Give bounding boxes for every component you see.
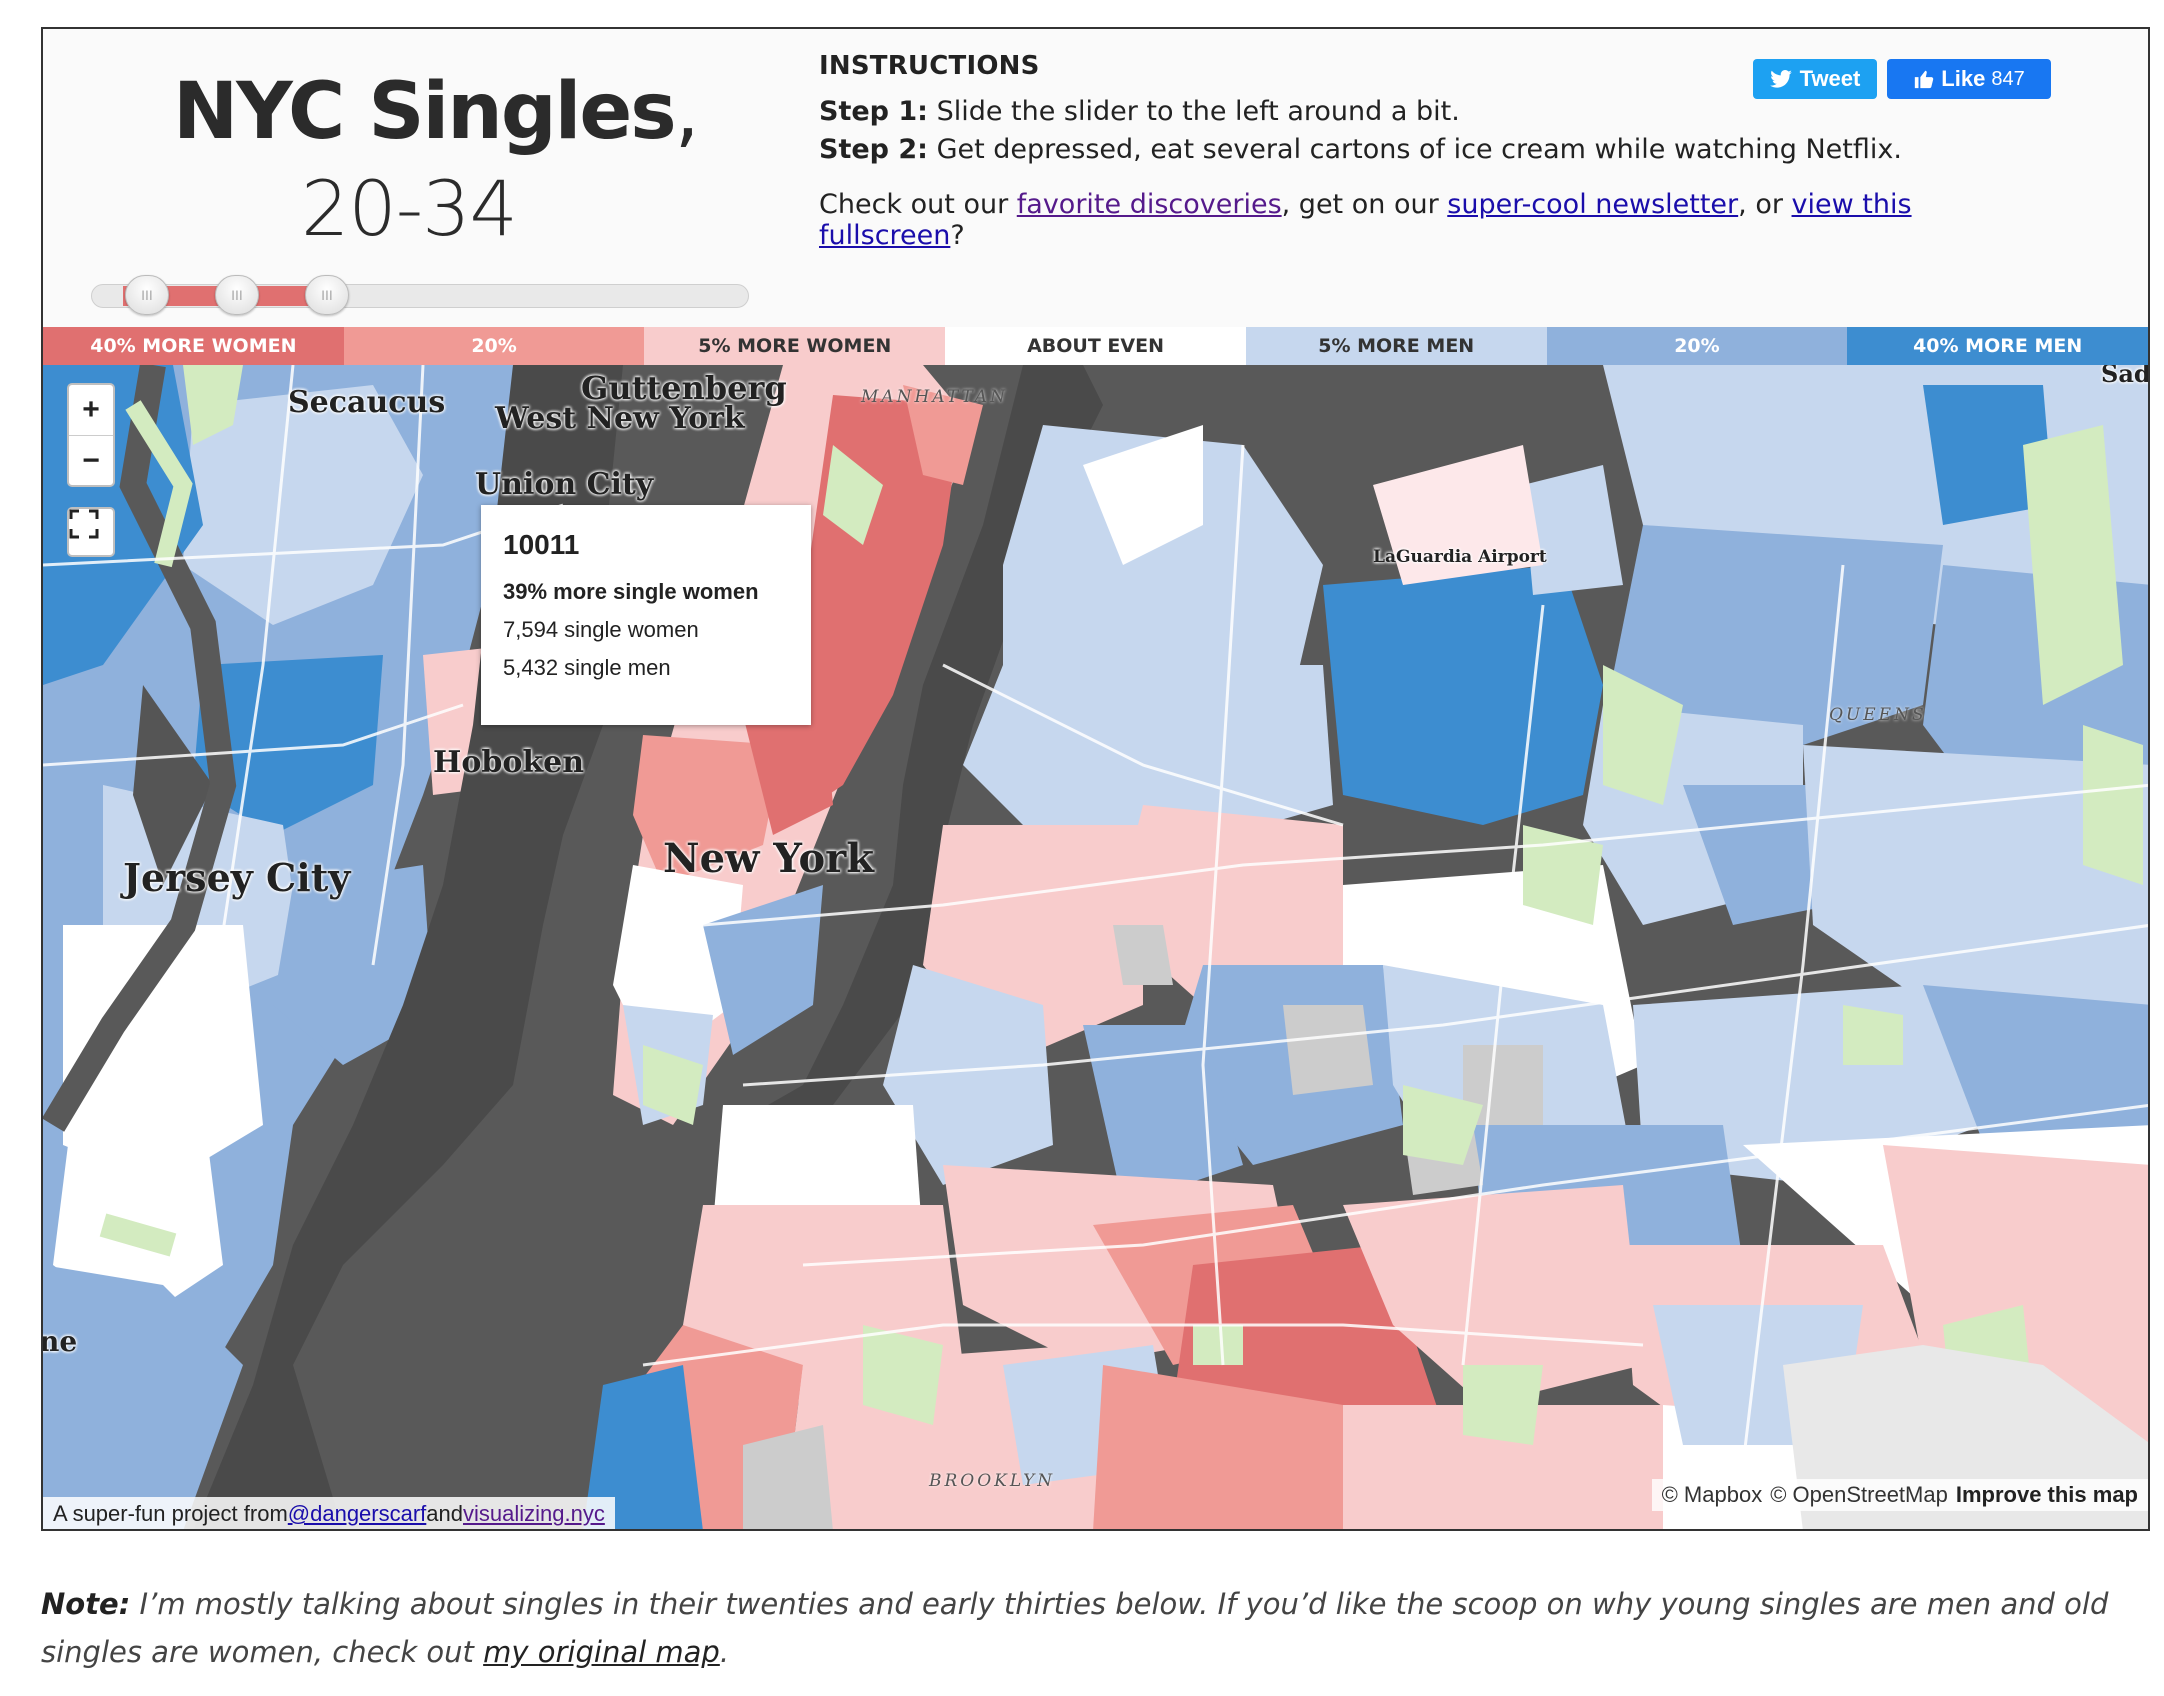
improve-map-link[interactable]: Improve this map — [1955, 1482, 2138, 1507]
note-text: I’m mostly talking about singles in thei… — [41, 1587, 2109, 1669]
osm-attribution-link[interactable]: © OpenStreetMap — [1770, 1482, 1948, 1507]
laguardia-airport — [1373, 445, 1543, 585]
label-brooklyn: BROOKLYN — [929, 1471, 1056, 1491]
twitter-bird-icon — [1769, 70, 1792, 88]
legend-item: ABOUT EVEN — [945, 327, 1246, 365]
label-queens: QUEENS — [1829, 705, 1927, 725]
zoom-out-button[interactable]: − — [82, 444, 100, 477]
label-secaucus: Secaucus — [288, 385, 446, 420]
label-manhattan: MANHATTAN — [861, 387, 1008, 407]
author-link[interactable]: @dangerscarf — [287, 1501, 427, 1526]
thumbs-up-icon — [1915, 70, 1934, 89]
like-count: 847 — [1991, 67, 2025, 90]
tweet-button[interactable]: Tweet — [1753, 59, 1877, 99]
newsletter-link[interactable]: super-cool newsletter — [1447, 189, 1739, 220]
roads — [43, 365, 2148, 1466]
label-bayonne-edge: ne — [43, 1325, 78, 1358]
note-label: Note: — [41, 1587, 131, 1621]
label-union-city: Union City — [475, 467, 654, 502]
zoom-in-button[interactable]: + — [69, 385, 113, 436]
legend-item: 5% MORE WOMEN — [644, 327, 946, 365]
legend-item: 40% MORE MEN — [1847, 327, 2148, 365]
tooltip-headline: 39% more single women — [503, 579, 759, 604]
label-saddle-brook: Saddl — [2101, 365, 2148, 388]
instructions-heading: INSTRUCTIONS — [819, 51, 1040, 81]
links-line: Check out our favorite discoveries, get … — [819, 189, 1912, 251]
label-laguardia-airport: LaGuardia Airport — [1373, 547, 1547, 567]
tooltip-men-count: 5,432 single men — [503, 655, 671, 680]
note-paragraph: Note: I’m mostly talking about singles i… — [41, 1587, 2109, 1669]
label-guttenberg: Guttenberg — [581, 369, 787, 407]
new-jersey-tracts — [43, 365, 563, 1529]
favorite-discoveries-link[interactable]: favorite discoveries — [1016, 189, 1282, 220]
label-new-york: New York — [663, 835, 874, 882]
zip-tooltip: 10011 39% more single women 7,594 single… — [481, 505, 811, 725]
page-title: NYC Singles, — [173, 67, 700, 157]
project-credit: A super-fun project from @dangerscarf an… — [43, 1497, 615, 1529]
facebook-like-button[interactable]: Like 847 — [1887, 59, 2051, 99]
legend-item: 5% MORE MEN — [1245, 327, 1547, 365]
map-canvas[interactable] — [43, 365, 2148, 1531]
label-west-new-york: West New York — [495, 401, 745, 436]
slider-handle-mid[interactable]: III — [215, 275, 259, 315]
color-legend: 40% MORE WOMEN 20% 5% MORE WOMEN ABOUT EVEN… — [43, 327, 2148, 365]
legend-item: 40% MORE WOMEN — [43, 327, 344, 365]
app-frame: NYC Singles, 20-34 III III III INSTRUCTI… — [41, 27, 2150, 1531]
age-range-title: 20-34 — [301, 164, 518, 253]
step-2: Step 2: Get depressed, eat several carto… — [819, 134, 1902, 165]
instructions-panel: INSTRUCTIONS Step 1: Slide the slider to… — [819, 51, 1919, 251]
tooltip-women-count: 7,594 single women — [503, 617, 699, 642]
age-range-slider[interactable]: III III III — [83, 275, 783, 315]
map-attribution: © Mapbox © OpenStreetMap Improve this ma… — [1651, 1479, 2148, 1511]
legend-item: 20% — [1546, 327, 1848, 365]
fullscreen-link[interactable]: view this fullscreen — [819, 189, 1912, 251]
header: NYC Singles, 20-34 III III III INSTRUCTI… — [43, 29, 2148, 327]
step-1: Step 1: Slide the slider to the left aro… — [819, 96, 1460, 127]
manhattan-tracts — [613, 365, 983, 1125]
slider-handle-max[interactable]: III — [305, 275, 349, 315]
fullscreen-icon — [69, 509, 99, 539]
map[interactable]: Secaucus Guttenberg West New York Union … — [43, 365, 2148, 1531]
label-hoboken: Hoboken — [433, 745, 585, 780]
tooltip-zip-code: 10011 — [503, 529, 580, 560]
mapbox-attribution-link[interactable]: © Mapbox — [1661, 1482, 1763, 1507]
visualizing-nyc-link[interactable]: visualizing.nyc — [463, 1501, 605, 1526]
fullscreen-button[interactable] — [67, 507, 115, 557]
original-map-link[interactable]: my original map — [483, 1635, 720, 1669]
label-jersey-city: Jersey City — [123, 855, 351, 900]
zoom-control: + − — [67, 383, 115, 487]
slider-handle-min[interactable]: III — [125, 275, 169, 315]
legend-item: 20% — [343, 327, 645, 365]
